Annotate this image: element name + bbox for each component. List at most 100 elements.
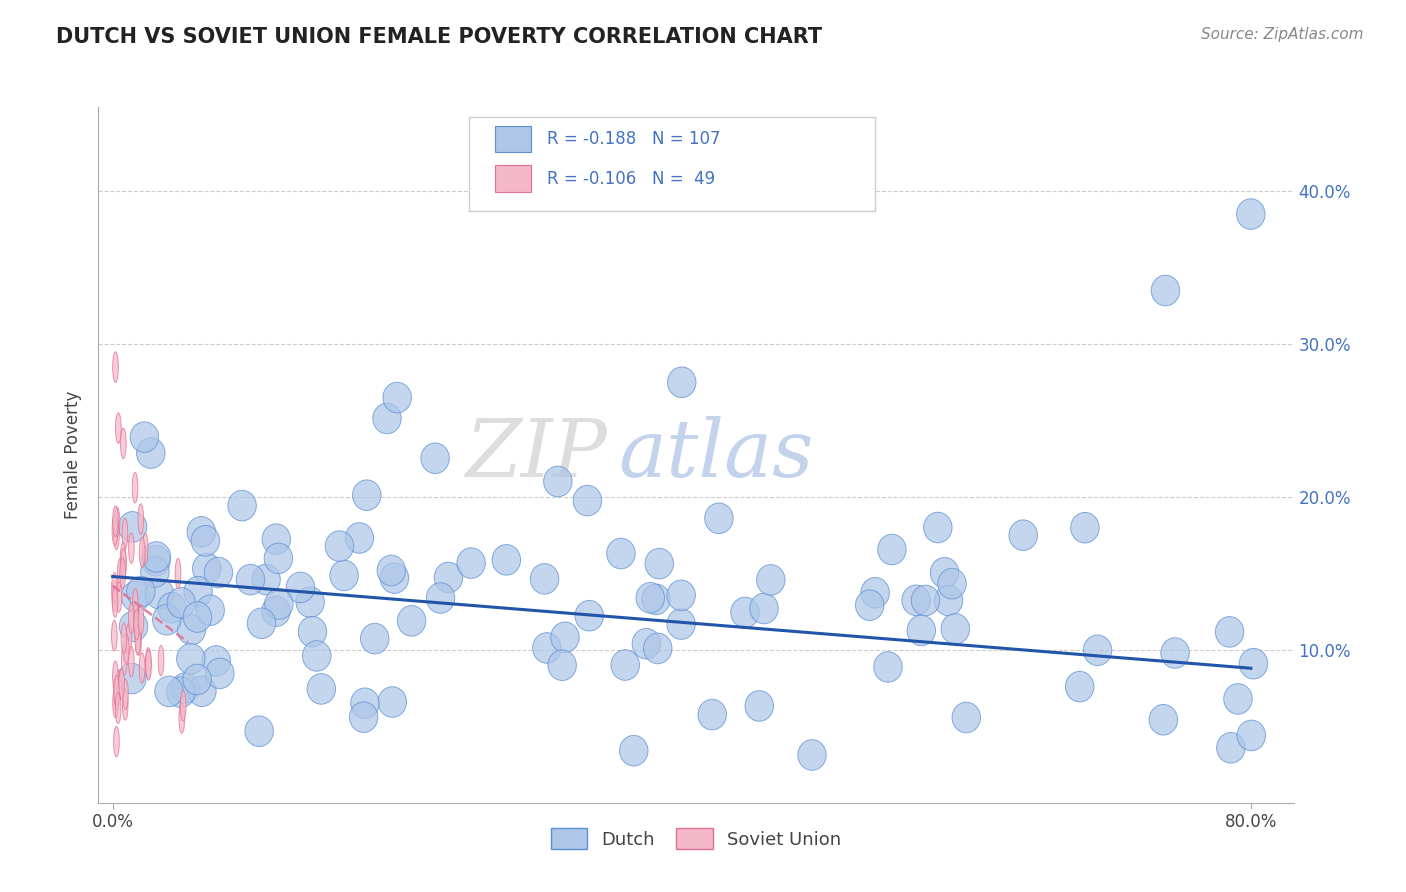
Ellipse shape	[938, 568, 966, 599]
Ellipse shape	[1216, 732, 1246, 763]
Ellipse shape	[382, 383, 412, 413]
Ellipse shape	[112, 587, 118, 617]
Ellipse shape	[193, 553, 221, 583]
Ellipse shape	[666, 580, 696, 611]
Ellipse shape	[188, 676, 217, 706]
Ellipse shape	[114, 679, 120, 709]
Ellipse shape	[377, 555, 405, 586]
Ellipse shape	[121, 645, 127, 675]
Text: DUTCH VS SOVIET UNION FEMALE POVERTY CORRELATION CHART: DUTCH VS SOVIET UNION FEMALE POVERTY COR…	[56, 27, 823, 46]
Ellipse shape	[204, 558, 232, 588]
Ellipse shape	[134, 609, 139, 640]
Ellipse shape	[378, 687, 406, 717]
Ellipse shape	[111, 573, 117, 603]
Ellipse shape	[121, 428, 127, 458]
Ellipse shape	[134, 604, 139, 634]
Ellipse shape	[1161, 638, 1189, 668]
Ellipse shape	[620, 735, 648, 766]
Ellipse shape	[1066, 672, 1094, 702]
Ellipse shape	[141, 557, 169, 587]
Ellipse shape	[1215, 616, 1244, 648]
Ellipse shape	[236, 565, 264, 595]
Ellipse shape	[114, 675, 120, 706]
Ellipse shape	[112, 581, 118, 612]
FancyBboxPatch shape	[495, 166, 531, 192]
Ellipse shape	[166, 677, 195, 707]
Ellipse shape	[420, 443, 450, 474]
Ellipse shape	[360, 624, 389, 654]
Ellipse shape	[124, 633, 129, 664]
Ellipse shape	[114, 507, 120, 538]
Ellipse shape	[118, 558, 124, 589]
Ellipse shape	[118, 669, 124, 699]
Ellipse shape	[183, 665, 211, 695]
Ellipse shape	[132, 473, 138, 503]
Ellipse shape	[112, 506, 118, 537]
Ellipse shape	[112, 661, 118, 691]
Ellipse shape	[180, 690, 186, 721]
Ellipse shape	[139, 537, 145, 567]
Ellipse shape	[195, 595, 225, 625]
FancyBboxPatch shape	[495, 126, 531, 153]
Ellipse shape	[179, 703, 184, 733]
Ellipse shape	[911, 585, 939, 615]
Ellipse shape	[548, 650, 576, 681]
Ellipse shape	[941, 614, 970, 644]
Ellipse shape	[641, 584, 671, 615]
Ellipse shape	[860, 577, 890, 608]
Ellipse shape	[952, 702, 980, 733]
Ellipse shape	[544, 467, 572, 497]
Ellipse shape	[111, 620, 117, 651]
Ellipse shape	[731, 598, 759, 628]
Ellipse shape	[252, 565, 280, 595]
Ellipse shape	[131, 422, 159, 452]
Ellipse shape	[606, 538, 636, 569]
Ellipse shape	[434, 562, 463, 593]
Ellipse shape	[120, 611, 148, 641]
FancyBboxPatch shape	[470, 118, 876, 211]
Ellipse shape	[551, 622, 579, 653]
Ellipse shape	[138, 605, 143, 635]
Ellipse shape	[205, 658, 233, 689]
Ellipse shape	[112, 351, 118, 383]
Ellipse shape	[1152, 276, 1180, 306]
Ellipse shape	[666, 608, 696, 640]
Ellipse shape	[1083, 635, 1112, 665]
Ellipse shape	[530, 564, 558, 594]
Ellipse shape	[1237, 199, 1265, 229]
Ellipse shape	[353, 480, 381, 510]
Ellipse shape	[142, 545, 170, 576]
Ellipse shape	[398, 606, 426, 636]
Ellipse shape	[1010, 520, 1038, 550]
Ellipse shape	[264, 589, 292, 619]
Text: ZIP: ZIP	[464, 417, 606, 493]
Ellipse shape	[183, 602, 212, 632]
Ellipse shape	[756, 565, 785, 595]
Ellipse shape	[457, 548, 485, 578]
Ellipse shape	[247, 608, 276, 639]
Ellipse shape	[145, 648, 150, 678]
Ellipse shape	[136, 624, 142, 656]
Ellipse shape	[115, 413, 121, 443]
Ellipse shape	[873, 652, 903, 682]
Ellipse shape	[121, 542, 127, 573]
Ellipse shape	[295, 587, 325, 617]
Ellipse shape	[118, 512, 146, 542]
Ellipse shape	[877, 534, 905, 565]
Ellipse shape	[612, 649, 640, 681]
Ellipse shape	[575, 600, 603, 631]
Ellipse shape	[924, 512, 952, 543]
Ellipse shape	[907, 615, 935, 646]
Ellipse shape	[152, 605, 181, 635]
Ellipse shape	[287, 572, 315, 603]
Ellipse shape	[633, 629, 661, 659]
Ellipse shape	[122, 518, 128, 549]
Ellipse shape	[142, 541, 170, 573]
Ellipse shape	[901, 585, 931, 615]
Ellipse shape	[262, 524, 291, 555]
Ellipse shape	[1237, 720, 1265, 751]
Ellipse shape	[117, 582, 122, 612]
Text: R = -0.188   N = 107: R = -0.188 N = 107	[547, 130, 720, 148]
Ellipse shape	[202, 646, 231, 676]
Text: R = -0.106   N =  49: R = -0.106 N = 49	[547, 169, 714, 187]
